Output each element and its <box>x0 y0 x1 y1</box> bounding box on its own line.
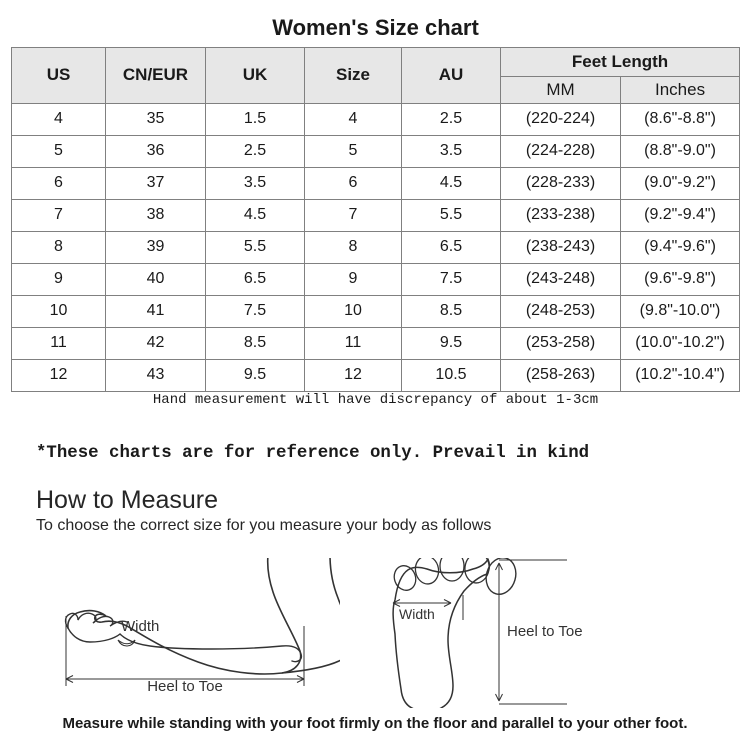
svg-text:Heel to Toe: Heel to Toe <box>147 678 223 695</box>
svg-text:Width: Width <box>121 618 159 635</box>
svg-text:Heel to Toe: Heel to Toe <box>507 623 583 640</box>
svg-text:Width: Width <box>399 606 435 622</box>
